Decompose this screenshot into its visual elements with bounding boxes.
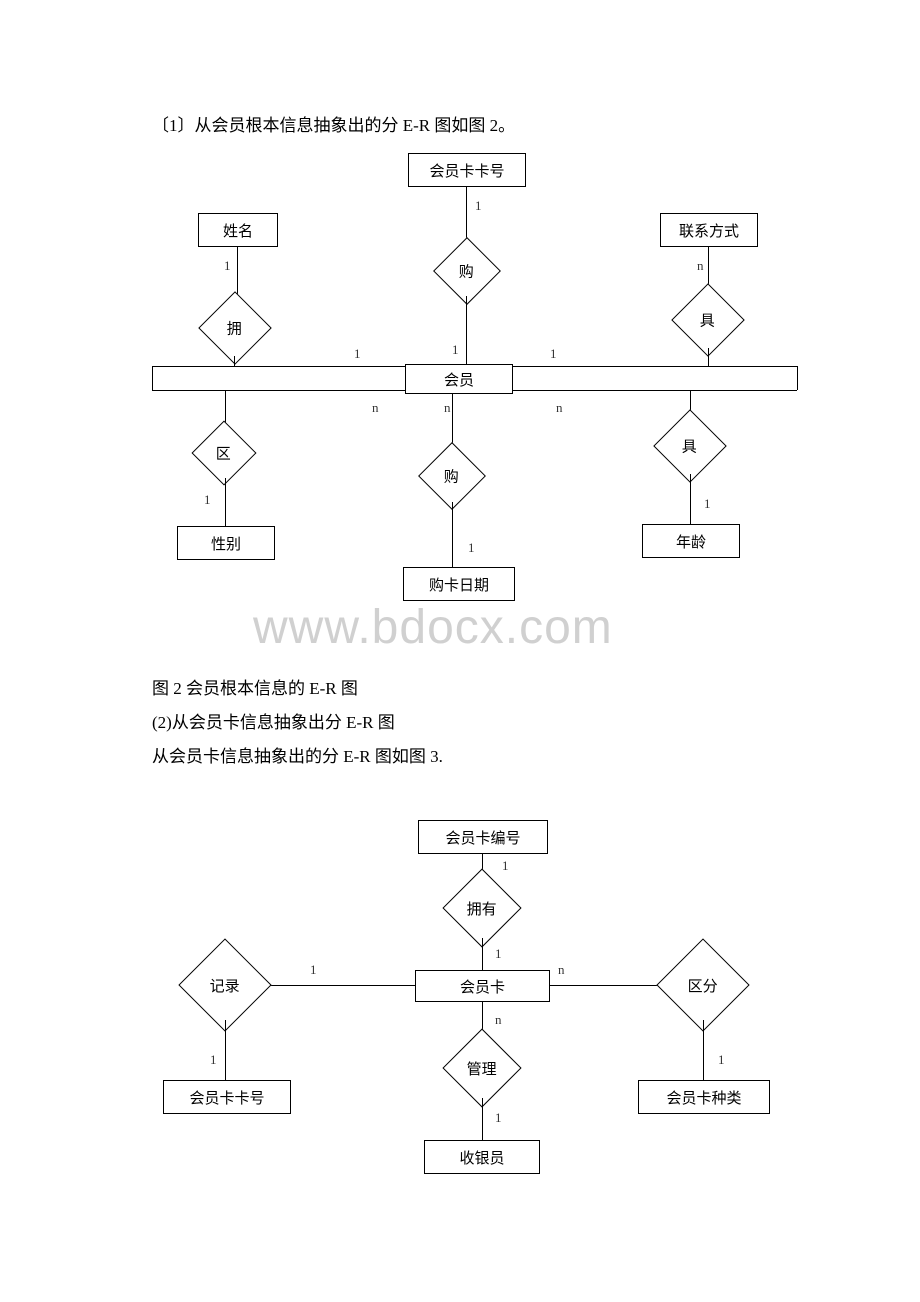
watermark: www.bdocx.com bbox=[253, 600, 613, 655]
entity-buy-date: 购卡日期 bbox=[403, 567, 515, 601]
page: 〔1〕从会员根本信息抽象出的分 E-R 图如图 2。 会员卡卡号 1 姓名 1 … bbox=[0, 0, 920, 1302]
entity-card-no-label: 会员卡卡号 bbox=[429, 160, 504, 181]
entity-card-id: 会员卡编号 bbox=[418, 820, 548, 854]
card-n: n bbox=[697, 258, 704, 274]
entity-age-label: 年龄 bbox=[676, 531, 706, 552]
entity-cashier-label: 收银员 bbox=[459, 1147, 504, 1168]
entity-card-type-label: 会员卡种类 bbox=[666, 1087, 741, 1108]
entity-gender-label: 性别 bbox=[211, 533, 241, 554]
rel-distinguish2-label: 区分 bbox=[688, 974, 718, 995]
card-1: 1 bbox=[495, 1110, 502, 1126]
edge bbox=[690, 474, 691, 524]
card-n: n bbox=[372, 400, 379, 416]
card-n: n bbox=[495, 1012, 502, 1028]
para-3: 从会员卡信息抽象出的分 E-R 图如图 3. bbox=[152, 744, 443, 770]
entity-card-type: 会员卡种类 bbox=[638, 1080, 770, 1114]
entity-card-label: 会员卡 bbox=[460, 976, 505, 997]
rel-buy-bottom: 购 bbox=[418, 442, 486, 510]
edge bbox=[152, 366, 153, 390]
rel-buy-top: 购 bbox=[433, 237, 501, 305]
card-1: 1 bbox=[718, 1052, 725, 1068]
rel-buy2-label: 购 bbox=[444, 465, 459, 486]
card-1: 1 bbox=[495, 946, 502, 962]
entity-name: 姓名 bbox=[198, 213, 278, 247]
rel-have-label: 具 bbox=[700, 309, 715, 330]
rel-record-label: 记录 bbox=[210, 974, 240, 995]
edge bbox=[260, 985, 415, 986]
rel-distinguish-label: 区 bbox=[216, 442, 231, 463]
rel-buy-label: 购 bbox=[459, 260, 474, 281]
card-n: n bbox=[444, 400, 451, 416]
card-1: 1 bbox=[210, 1052, 217, 1068]
edge bbox=[512, 390, 797, 391]
card-1: 1 bbox=[468, 540, 475, 556]
para-1: 〔1〕从会员根本信息抽象出的分 E-R 图如图 2。 bbox=[152, 113, 515, 139]
rel-own-label: 拥 bbox=[227, 317, 242, 338]
card-1: 1 bbox=[354, 346, 361, 362]
entity-member: 会员 bbox=[405, 364, 513, 394]
edge bbox=[703, 1020, 704, 1080]
rel-distinguish2: 区分 bbox=[656, 938, 749, 1031]
rel-have-top: 具 bbox=[671, 283, 745, 357]
entity-age: 年龄 bbox=[642, 524, 740, 558]
rel-own: 拥 bbox=[198, 291, 272, 365]
edge bbox=[797, 366, 798, 390]
edge bbox=[482, 1098, 483, 1140]
rel-manage: 管理 bbox=[442, 1028, 521, 1107]
rel-manage-label: 管理 bbox=[467, 1057, 497, 1078]
edge bbox=[452, 502, 453, 567]
rel-own2-label: 拥有 bbox=[467, 897, 497, 918]
entity-card-no2: 会员卡卡号 bbox=[163, 1080, 291, 1114]
rel-have2-label: 具 bbox=[682, 435, 697, 456]
entity-card: 会员卡 bbox=[415, 970, 550, 1002]
card-1: 1 bbox=[502, 858, 509, 874]
card-1: 1 bbox=[224, 258, 231, 274]
edge bbox=[466, 187, 467, 242]
entity-buy-date-label: 购卡日期 bbox=[429, 574, 489, 595]
entity-card-no: 会员卡卡号 bbox=[408, 153, 526, 187]
rel-distinguish: 区 bbox=[191, 420, 256, 485]
card-1: 1 bbox=[550, 346, 557, 362]
edge bbox=[512, 366, 797, 367]
rel-have-bottom: 具 bbox=[653, 409, 727, 483]
edge bbox=[152, 366, 406, 367]
card-1: 1 bbox=[475, 198, 482, 214]
edge bbox=[708, 348, 709, 366]
caption-fig2: 图 2 会员根本信息的 E-R 图 bbox=[152, 676, 358, 702]
card-1: 1 bbox=[704, 496, 711, 512]
entity-member-label: 会员 bbox=[444, 369, 474, 390]
rel-record: 记录 bbox=[178, 938, 271, 1031]
edge bbox=[234, 356, 235, 366]
edge bbox=[452, 394, 453, 449]
entity-contact: 联系方式 bbox=[660, 213, 758, 247]
edge bbox=[550, 985, 672, 986]
card-n: n bbox=[556, 400, 563, 416]
edge bbox=[482, 938, 483, 970]
entity-cashier: 收银员 bbox=[424, 1140, 540, 1174]
edge bbox=[237, 247, 238, 297]
card-1: 1 bbox=[204, 492, 211, 508]
card-1: 1 bbox=[452, 342, 459, 358]
rel-own2: 拥有 bbox=[442, 868, 521, 947]
card-n: n bbox=[558, 962, 565, 978]
edge bbox=[152, 390, 406, 391]
edge bbox=[225, 478, 226, 526]
entity-contact-label: 联系方式 bbox=[679, 220, 739, 241]
edge bbox=[225, 1020, 226, 1080]
card-1: 1 bbox=[310, 962, 317, 978]
entity-card-id-label: 会员卡编号 bbox=[445, 827, 520, 848]
entity-card-no2-label: 会员卡卡号 bbox=[189, 1087, 264, 1108]
entity-name-label: 姓名 bbox=[223, 220, 253, 241]
entity-gender: 性别 bbox=[177, 526, 275, 560]
para-2: (2)从会员卡信息抽象出分 E-R 图 bbox=[152, 710, 395, 736]
edge bbox=[466, 296, 467, 364]
